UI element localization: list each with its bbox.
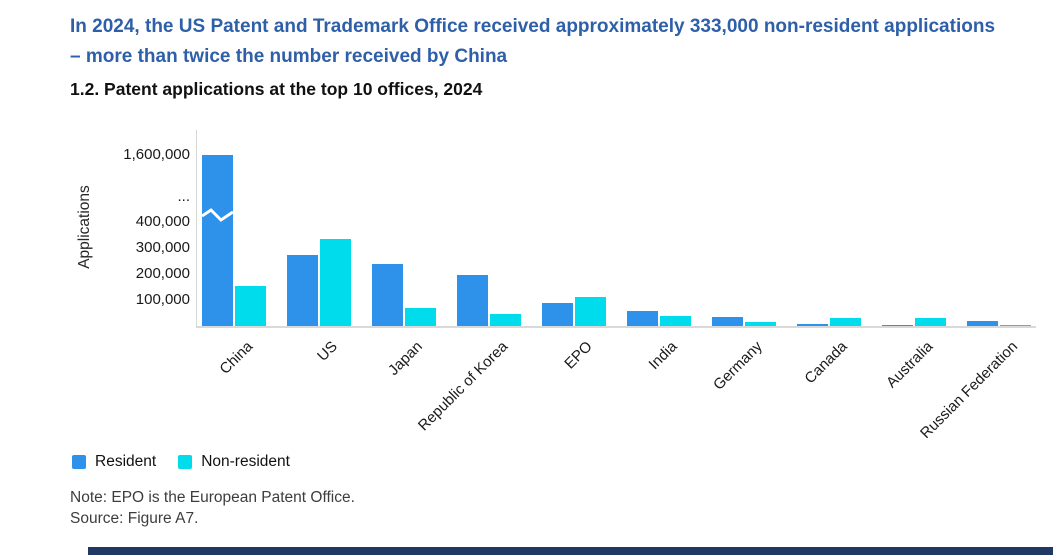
figure-headline: In 2024, the US Patent and Trademark Off… — [70, 16, 996, 67]
x-axis-line — [196, 326, 1036, 328]
legend-label: Resident — [95, 453, 157, 470]
bar-republic-of-korea-resident — [457, 275, 488, 326]
bar-japan-non-resident — [405, 308, 436, 326]
figure-note-source: Note: EPO is the European Patent Office.… — [70, 487, 355, 529]
bar-russian-federation-non-resident — [1000, 324, 1031, 326]
x-tick-label: Japan — [385, 338, 427, 379]
x-tick-label: Republic of Korea — [414, 338, 512, 435]
x-tick-label: Germany — [710, 338, 767, 394]
bar-epo-resident — [542, 302, 573, 326]
x-tick-label: Australia — [882, 338, 937, 392]
x-tick-label: US — [314, 338, 342, 365]
axis-break-icon — [202, 208, 233, 222]
y-tick-label: 1,600,000 — [123, 146, 190, 163]
bar-china-non-resident — [235, 285, 266, 326]
x-tick-label: India — [645, 338, 682, 374]
bar-china-resident — [202, 155, 233, 326]
chart-legend: Resident Non-resident — [72, 453, 300, 471]
bar-canada-resident — [797, 324, 828, 326]
figure-source: Source: Figure A7. — [70, 510, 199, 527]
y-tick-label: ... — [177, 188, 190, 205]
y-tick-label: 100,000 — [135, 291, 190, 308]
y-tick-label: 400,000 — [135, 213, 190, 230]
x-tick-label: Canada — [801, 338, 852, 388]
bar-australia-non-resident — [915, 318, 946, 326]
bar-russian-federation-resident — [967, 320, 998, 326]
y-tick-label: 300,000 — [135, 239, 190, 256]
legend-item-non-resident: Non-resident — [178, 453, 290, 471]
bar-india-resident — [627, 310, 658, 326]
y-tick-label: 200,000 — [135, 265, 190, 282]
bar-us-non-resident — [320, 239, 351, 326]
x-tick-label: China — [216, 338, 257, 378]
bar-republic-of-korea-non-resident — [490, 314, 521, 326]
bar-japan-resident — [372, 264, 403, 326]
figure-note: Note: EPO is the European Patent Office. — [70, 489, 355, 506]
bar-canada-non-resident — [830, 318, 861, 326]
legend-item-resident: Resident — [72, 453, 156, 471]
bar-germany-resident — [712, 317, 743, 326]
x-tick-label: EPO — [561, 338, 597, 373]
legend-label: Non-resident — [201, 453, 290, 470]
resident-swatch-icon — [72, 455, 86, 469]
bar-us-resident — [287, 255, 318, 326]
bar-australia-resident — [882, 325, 913, 327]
page-footer-rule — [88, 547, 1053, 555]
bar-epo-non-resident — [575, 297, 606, 326]
non-resident-swatch-icon — [178, 455, 193, 469]
bar-india-non-resident — [660, 316, 691, 326]
bar-germany-non-resident — [745, 321, 776, 326]
chart-title: 1.2. Patent applications at the top 10 o… — [70, 79, 483, 99]
y-axis-line — [196, 130, 197, 327]
